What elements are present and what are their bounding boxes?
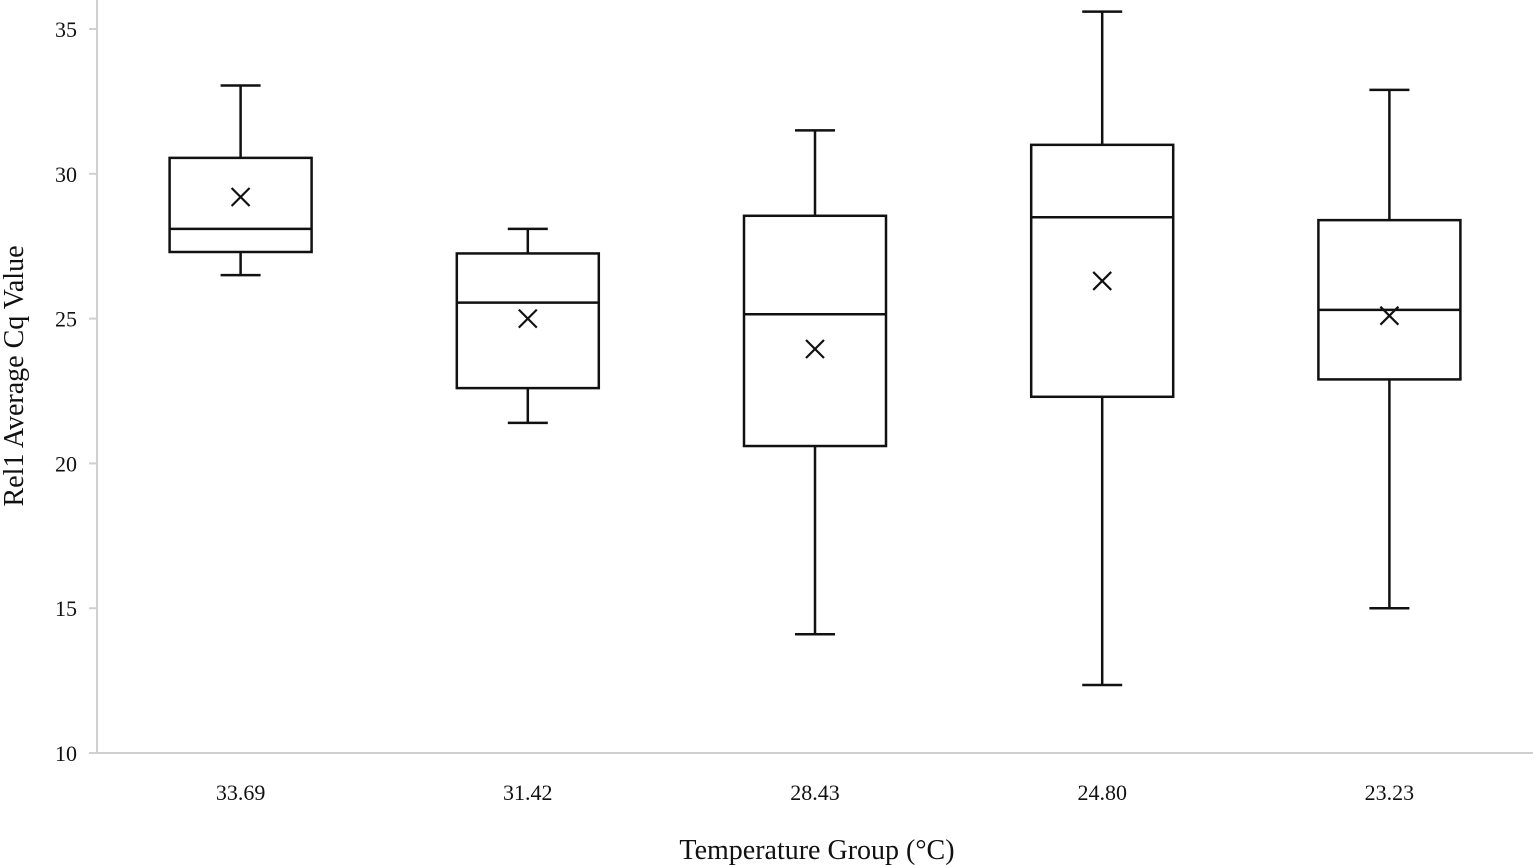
box-group bbox=[455, 227, 601, 425]
y-tick-label: 35 bbox=[55, 17, 77, 42]
y-tick-label: 10 bbox=[55, 741, 77, 766]
mean-marker bbox=[1379, 305, 1400, 326]
y-tick-label: 20 bbox=[55, 451, 77, 476]
x-axis-ticks: 33.69 31.42 28.43 24.80 23.23 bbox=[216, 780, 1414, 805]
x-tick-label: 24.80 bbox=[1077, 780, 1127, 805]
iqr-box bbox=[455, 252, 601, 390]
plot-area bbox=[168, 10, 1462, 687]
box-group bbox=[168, 84, 313, 277]
box-group bbox=[1317, 88, 1462, 610]
mean-marker-stroke bbox=[1092, 271, 1112, 291]
y-axis-ticks: 10 15 20 25 30 35 bbox=[55, 17, 97, 766]
mean-marker bbox=[518, 308, 538, 329]
x-tick-label: 31.42 bbox=[503, 780, 553, 805]
iqr-box bbox=[1317, 218, 1462, 381]
mean-marker bbox=[805, 339, 825, 359]
mean-marker-stroke bbox=[1379, 305, 1400, 326]
x-tick-label: 23.23 bbox=[1365, 780, 1415, 805]
x-tick-label: 33.69 bbox=[216, 780, 266, 805]
mean-marker-stroke bbox=[230, 187, 251, 207]
mean-marker bbox=[1092, 271, 1112, 291]
box-group bbox=[1029, 10, 1175, 687]
y-axis-title: Rel1 Average Cq Value bbox=[0, 245, 30, 506]
mean-marker bbox=[230, 187, 251, 207]
x-axis-title: Temperature Group (°C) bbox=[679, 835, 954, 865]
iqr-box bbox=[1029, 143, 1175, 399]
y-tick-label: 30 bbox=[55, 162, 77, 187]
mean-marker-stroke bbox=[805, 339, 825, 359]
y-tick-label: 25 bbox=[55, 307, 77, 332]
y-tick-label: 15 bbox=[55, 596, 77, 621]
iqr-box bbox=[742, 214, 888, 448]
iqr-box bbox=[168, 156, 313, 254]
box-group bbox=[742, 129, 888, 636]
x-tick-label: 28.43 bbox=[790, 780, 840, 805]
mean-marker-stroke bbox=[518, 308, 538, 329]
